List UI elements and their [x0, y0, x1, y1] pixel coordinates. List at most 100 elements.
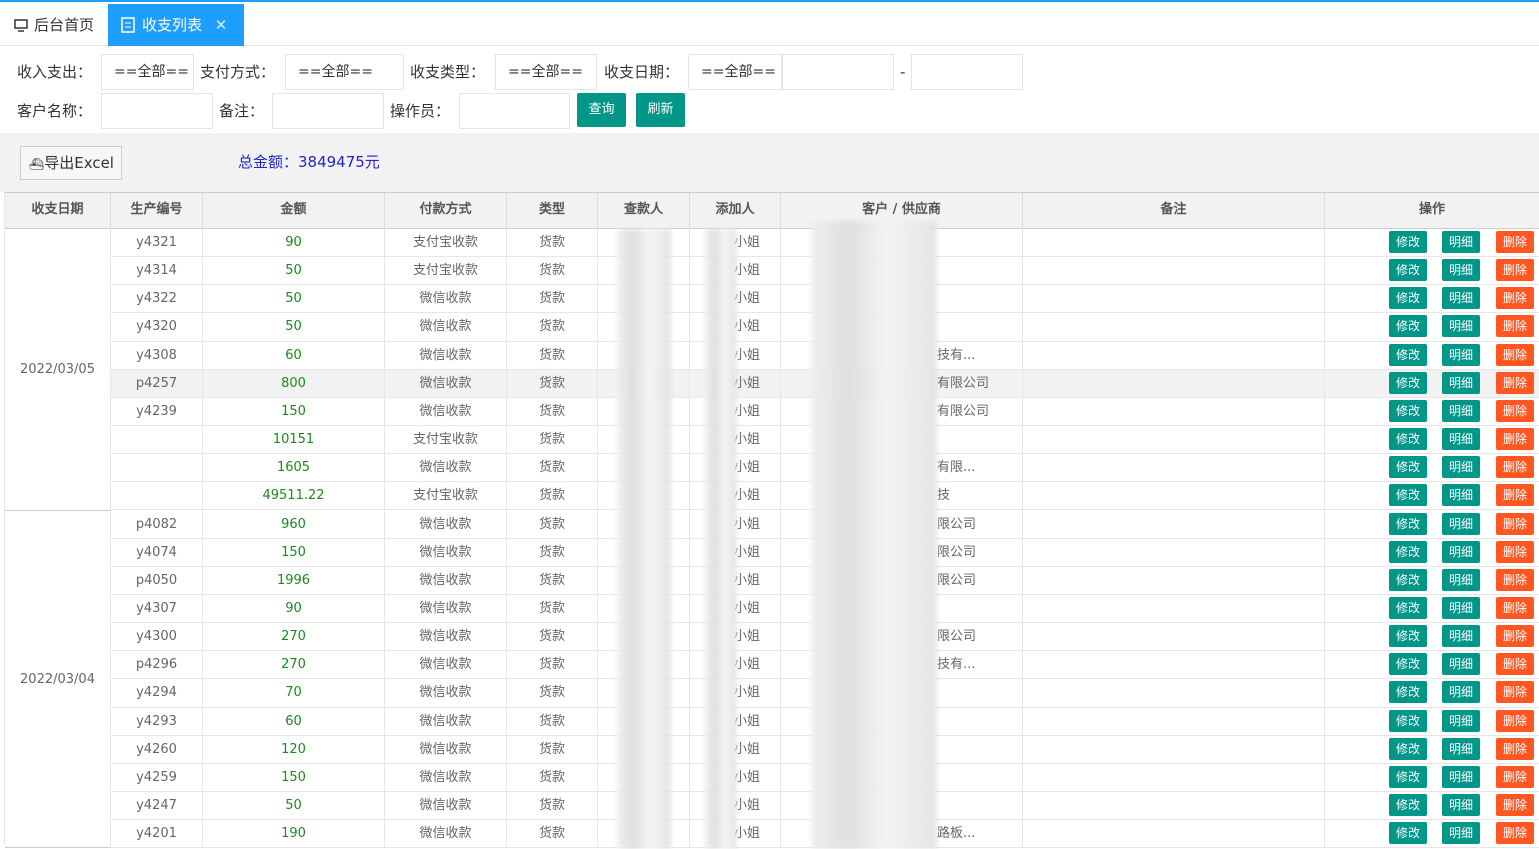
- select[interactable]: ==全部==: [285, 54, 404, 90]
- action-button[interactable]: 明细: [1442, 596, 1480, 619]
- search-button[interactable]: 查询: [577, 93, 626, 127]
- action-button[interactable]: 明细: [1442, 287, 1480, 310]
- action-button[interactable]: 修改: [1389, 512, 1427, 535]
- action-button[interactable]: 修改: [1389, 737, 1427, 760]
- tab-bar: 后台首页 收支列表 ✕: [0, 0, 1539, 46]
- action-button[interactable]: 明细: [1442, 484, 1480, 507]
- select[interactable]: ==全部==: [495, 54, 597, 90]
- tab[interactable]: 后台首页: [0, 4, 108, 46]
- action-button[interactable]: 明细: [1442, 315, 1480, 338]
- action-button[interactable]: 修改: [1389, 765, 1427, 788]
- cell-amount: 60: [203, 341, 385, 370]
- text-input[interactable]: [101, 93, 213, 129]
- action-button[interactable]: 明细: [1442, 371, 1480, 394]
- action-button[interactable]: 明细: [1442, 681, 1480, 704]
- action-button[interactable]: 删除: [1496, 540, 1534, 563]
- action-button[interactable]: 删除: [1496, 737, 1534, 760]
- filter-label: 备注：: [219, 102, 265, 120]
- cell-customer: 技: [781, 482, 1023, 511]
- cell-empty: [1023, 313, 1325, 342]
- action-button[interactable]: 修改: [1389, 399, 1427, 422]
- action-button[interactable]: 修改: [1389, 231, 1427, 253]
- filter-label: 收支类型：: [410, 63, 486, 81]
- action-button[interactable]: 删除: [1496, 259, 1534, 282]
- action-button[interactable]: 明细: [1442, 625, 1480, 648]
- close-icon[interactable]: ✕: [214, 16, 228, 34]
- text-input[interactable]: [459, 93, 570, 129]
- action-button[interactable]: 删除: [1496, 343, 1534, 366]
- action-button[interactable]: 修改: [1389, 456, 1427, 479]
- action-button[interactable]: 明细: [1442, 512, 1480, 535]
- action-button[interactable]: 修改: [1389, 315, 1427, 338]
- date-input[interactable]: [911, 54, 1023, 90]
- select[interactable]: ==全部==: [688, 54, 782, 90]
- text-input[interactable]: [272, 93, 384, 129]
- action-button[interactable]: 明细: [1442, 737, 1480, 760]
- action-button[interactable]: 删除: [1496, 231, 1534, 253]
- action-button[interactable]: 删除: [1496, 428, 1534, 451]
- action-button[interactable]: 删除: [1496, 512, 1534, 535]
- action-button[interactable]: 明细: [1442, 456, 1480, 479]
- refresh-button[interactable]: 刷新: [636, 93, 685, 127]
- action-button[interactable]: 明细: [1442, 540, 1480, 563]
- action-button[interactable]: 删除: [1496, 822, 1534, 845]
- action-button[interactable]: 修改: [1389, 596, 1427, 619]
- action-button[interactable]: 修改: [1389, 428, 1427, 451]
- action-button[interactable]: 删除: [1496, 653, 1534, 676]
- action-button[interactable]: 修改: [1389, 371, 1427, 394]
- date-input[interactable]: [782, 54, 894, 90]
- action-button[interactable]: 修改: [1389, 681, 1427, 704]
- cell-empty: [781, 229, 1023, 258]
- action-button[interactable]: 修改: [1389, 287, 1427, 310]
- action-button[interactable]: 明细: [1442, 709, 1480, 732]
- action-button[interactable]: 明细: [1442, 568, 1480, 591]
- action-button[interactable]: 修改: [1389, 343, 1427, 366]
- action-button[interactable]: 删除: [1496, 625, 1534, 648]
- action-button[interactable]: 修改: [1389, 568, 1427, 591]
- action-button[interactable]: 明细: [1442, 231, 1480, 253]
- action-button[interactable]: 修改: [1389, 709, 1427, 732]
- action-button[interactable]: 修改: [1389, 540, 1427, 563]
- cell-amount: 190: [203, 820, 385, 849]
- action-button[interactable]: 明细: [1442, 399, 1480, 422]
- action-button[interactable]: 明细: [1442, 428, 1480, 451]
- action-button[interactable]: 修改: [1389, 794, 1427, 816]
- action-button[interactable]: 删除: [1496, 794, 1534, 816]
- cell-type: 货款: [507, 651, 598, 680]
- cell-customer: 限公司: [781, 510, 1023, 539]
- action-button[interactable]: 明细: [1442, 343, 1480, 366]
- action-button[interactable]: 删除: [1496, 484, 1534, 507]
- cell-type: 货款: [507, 566, 598, 595]
- cell-type: 货款: [507, 707, 598, 736]
- action-button[interactable]: 修改: [1389, 653, 1427, 676]
- cell-adder: 小姐: [690, 482, 781, 511]
- action-button[interactable]: 删除: [1496, 765, 1534, 788]
- action-button[interactable]: 删除: [1496, 681, 1534, 704]
- cell-adder: 小姐: [690, 707, 781, 736]
- action-button[interactable]: 修改: [1389, 259, 1427, 282]
- action-button[interactable]: 删除: [1496, 399, 1534, 422]
- column-header: 类型: [507, 193, 598, 229]
- action-button[interactable]: 删除: [1496, 596, 1534, 619]
- cell-method: 微信收款: [385, 707, 507, 736]
- cell-code: p4257: [111, 369, 203, 398]
- action-button[interactable]: 明细: [1442, 822, 1480, 845]
- cell-empty: [598, 820, 690, 849]
- action-button[interactable]: 明细: [1442, 259, 1480, 282]
- action-button[interactable]: 修改: [1389, 822, 1427, 845]
- select[interactable]: ==全部==: [101, 54, 194, 90]
- action-button[interactable]: 明细: [1442, 765, 1480, 788]
- tab-active[interactable]: 收支列表 ✕: [108, 4, 244, 46]
- action-button[interactable]: 修改: [1389, 625, 1427, 648]
- export-button[interactable]: ⛴导出Excel: [20, 146, 122, 180]
- cell-empty: [1023, 707, 1325, 736]
- action-button[interactable]: 删除: [1496, 315, 1534, 338]
- action-button[interactable]: 明细: [1442, 653, 1480, 676]
- action-button[interactable]: 删除: [1496, 371, 1534, 394]
- action-button[interactable]: 删除: [1496, 456, 1534, 479]
- action-button[interactable]: 删除: [1496, 287, 1534, 310]
- action-button[interactable]: 删除: [1496, 709, 1534, 732]
- action-button[interactable]: 修改: [1389, 484, 1427, 507]
- action-button[interactable]: 明细: [1442, 794, 1480, 816]
- action-button[interactable]: 删除: [1496, 568, 1534, 591]
